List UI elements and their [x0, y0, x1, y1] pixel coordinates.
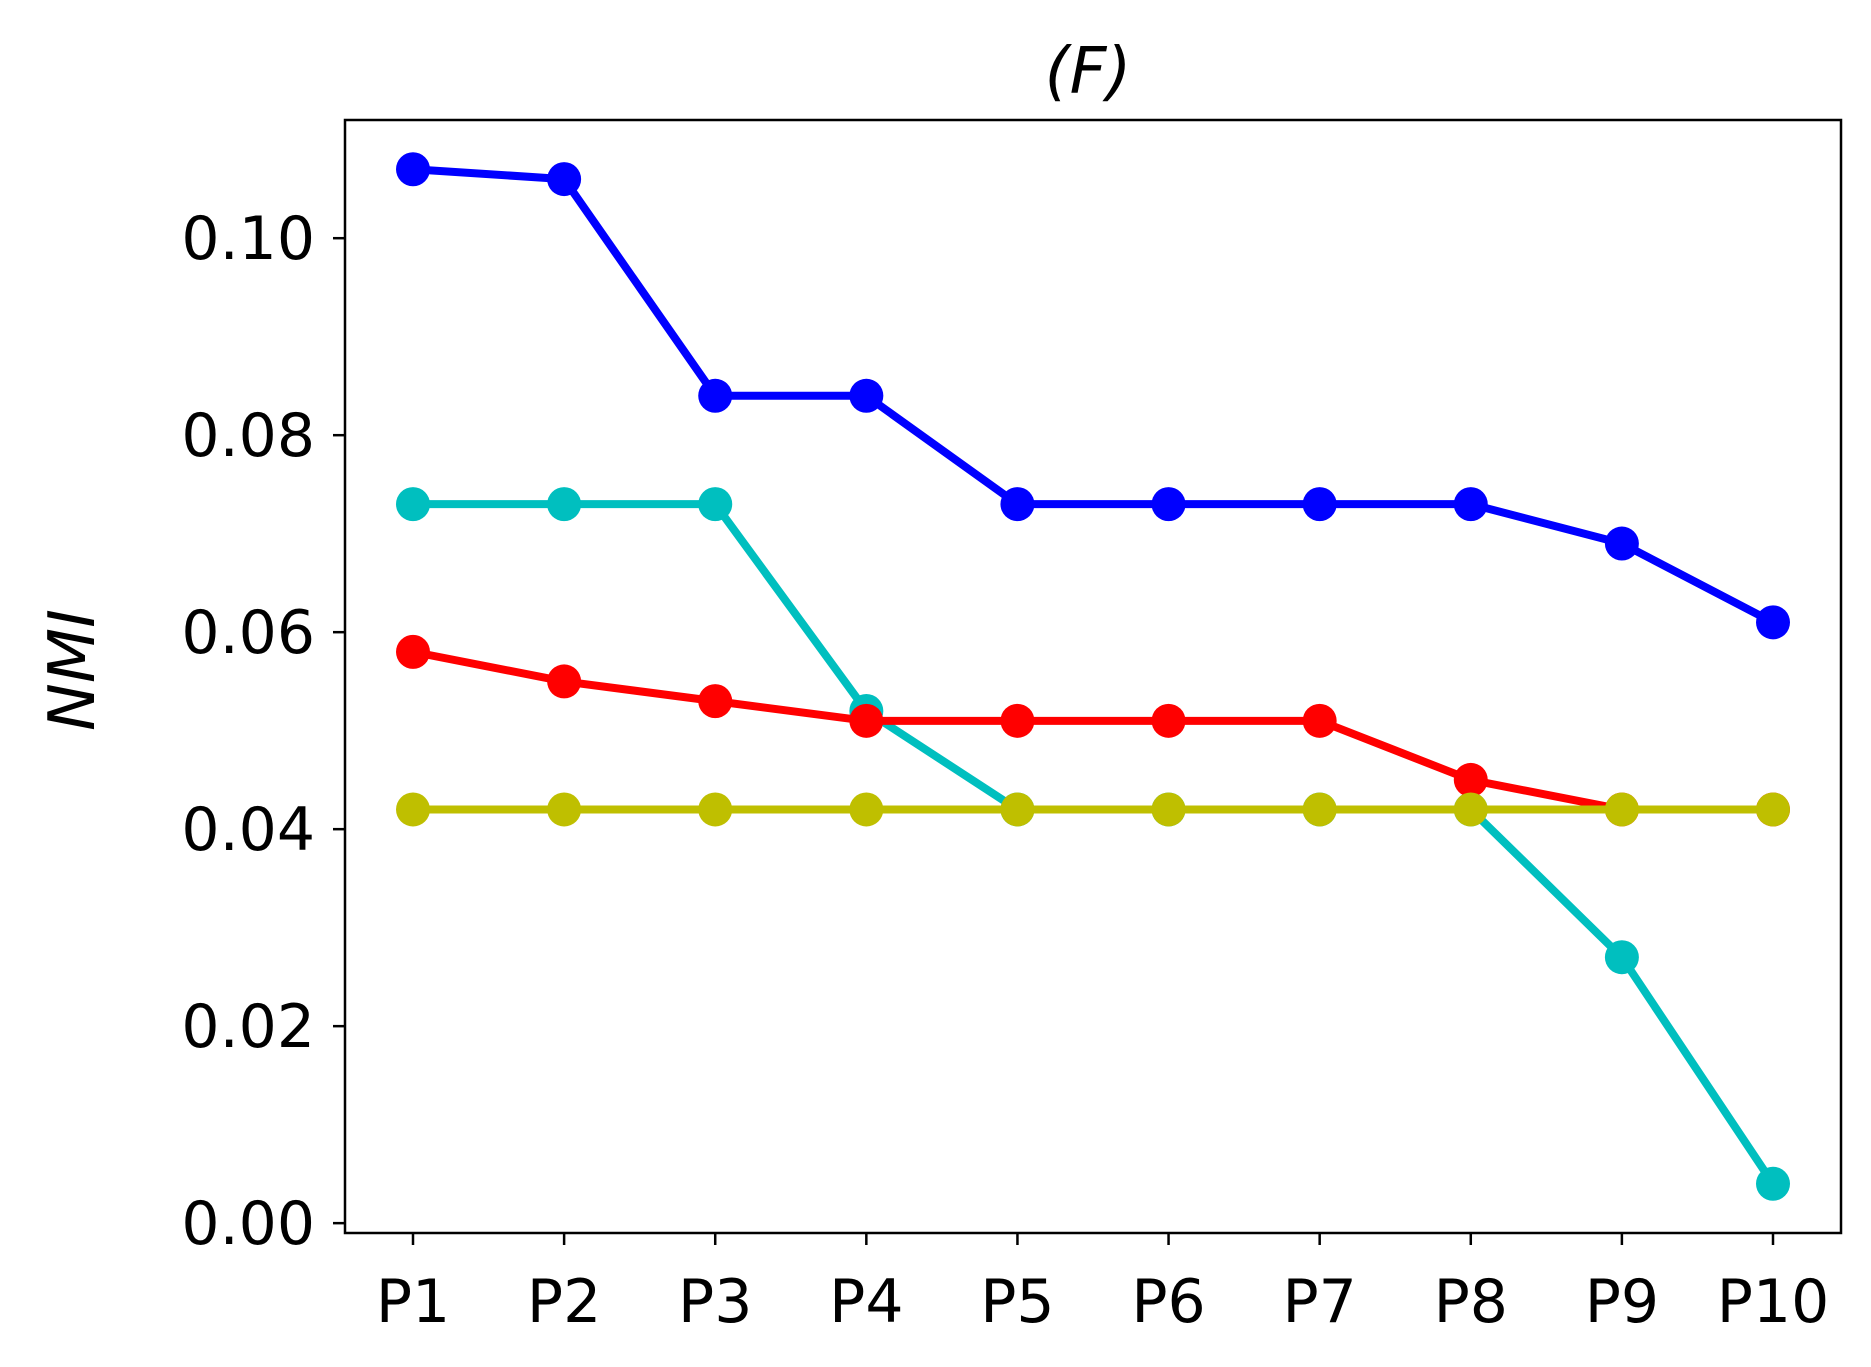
- series-2-point: [396, 487, 430, 522]
- y-tick-label: 0.08: [181, 401, 315, 471]
- series-1-point: [698, 378, 733, 413]
- series-3-line: [412, 647, 1773, 814]
- x-tick-label: P4: [829, 1267, 903, 1337]
- x-tick-label: P1: [376, 1267, 450, 1337]
- y-tick-label: 0.04: [181, 795, 315, 865]
- series-1-point: [1604, 526, 1639, 561]
- x-tick-label: P9: [1585, 1267, 1659, 1337]
- x-tick-label: P8: [1434, 1267, 1508, 1337]
- series-1-point: [1756, 605, 1790, 640]
- x-tick-label: P2: [527, 1267, 601, 1337]
- series-2: [396, 487, 1790, 1201]
- axes-layer: 0.00 0.02 0.04 0.06 0.08 0.10 P1 P2 P3 P4 P5 P6 P7 P8…: [181, 118, 1843, 1337]
- series-3-point: [547, 664, 582, 699]
- series-3-point: [698, 684, 733, 719]
- plot-frame: [343, 118, 1843, 1235]
- x-tick-label: P10: [1717, 1267, 1830, 1337]
- series-2-point: [1604, 940, 1639, 975]
- y-tick-label: 0.02: [181, 992, 315, 1062]
- series-4-point: [1151, 792, 1186, 827]
- x-tick-label: P3: [678, 1267, 752, 1337]
- series-1-point: [1453, 487, 1488, 522]
- series-3-point: [1151, 703, 1186, 738]
- y-tick-label: 0.06: [181, 598, 315, 668]
- series-3-point: [1000, 703, 1035, 738]
- series-4-point: [547, 792, 582, 827]
- series-3-point: [396, 634, 430, 669]
- series-4-point: [1453, 792, 1488, 827]
- series-1: [396, 152, 1790, 640]
- x-tick-label: P5: [980, 1267, 1054, 1337]
- y-axis-label: NMI: [36, 609, 110, 731]
- series-4-point: [1302, 792, 1337, 827]
- y-tick-label: 0.10: [181, 204, 315, 274]
- series-2-line: [413, 500, 1777, 1186]
- y-tick-label: 0.00: [181, 1189, 315, 1259]
- series-2-point: [547, 487, 582, 522]
- series-3-point: [849, 703, 884, 738]
- x-tick-label: P6: [1131, 1267, 1205, 1337]
- series-3-point: [1453, 762, 1488, 797]
- series-4-point: [1604, 792, 1639, 827]
- series-2-point: [698, 487, 733, 522]
- series-1-point: [547, 162, 582, 197]
- series-4-point: [1000, 792, 1035, 827]
- chart-title: (F): [1045, 35, 1132, 109]
- series-4: [396, 792, 1790, 827]
- series-3-point: [1302, 703, 1337, 738]
- series-4-point: [396, 792, 430, 827]
- series-4-point: [849, 792, 884, 827]
- series-4-point: [1756, 792, 1790, 827]
- series-1-line: [412, 165, 1775, 626]
- series-1-point: [1302, 487, 1337, 522]
- series-1-point: [849, 378, 884, 413]
- series-1-point: [1151, 487, 1186, 522]
- series-2-point: [1756, 1166, 1790, 1201]
- series-3: [396, 634, 1790, 827]
- series-layer: [396, 152, 1790, 1201]
- series-1-point: [1000, 487, 1035, 522]
- series-4-point: [698, 792, 733, 827]
- x-tick-label: P7: [1282, 1267, 1356, 1337]
- series-1-point: [396, 152, 430, 187]
